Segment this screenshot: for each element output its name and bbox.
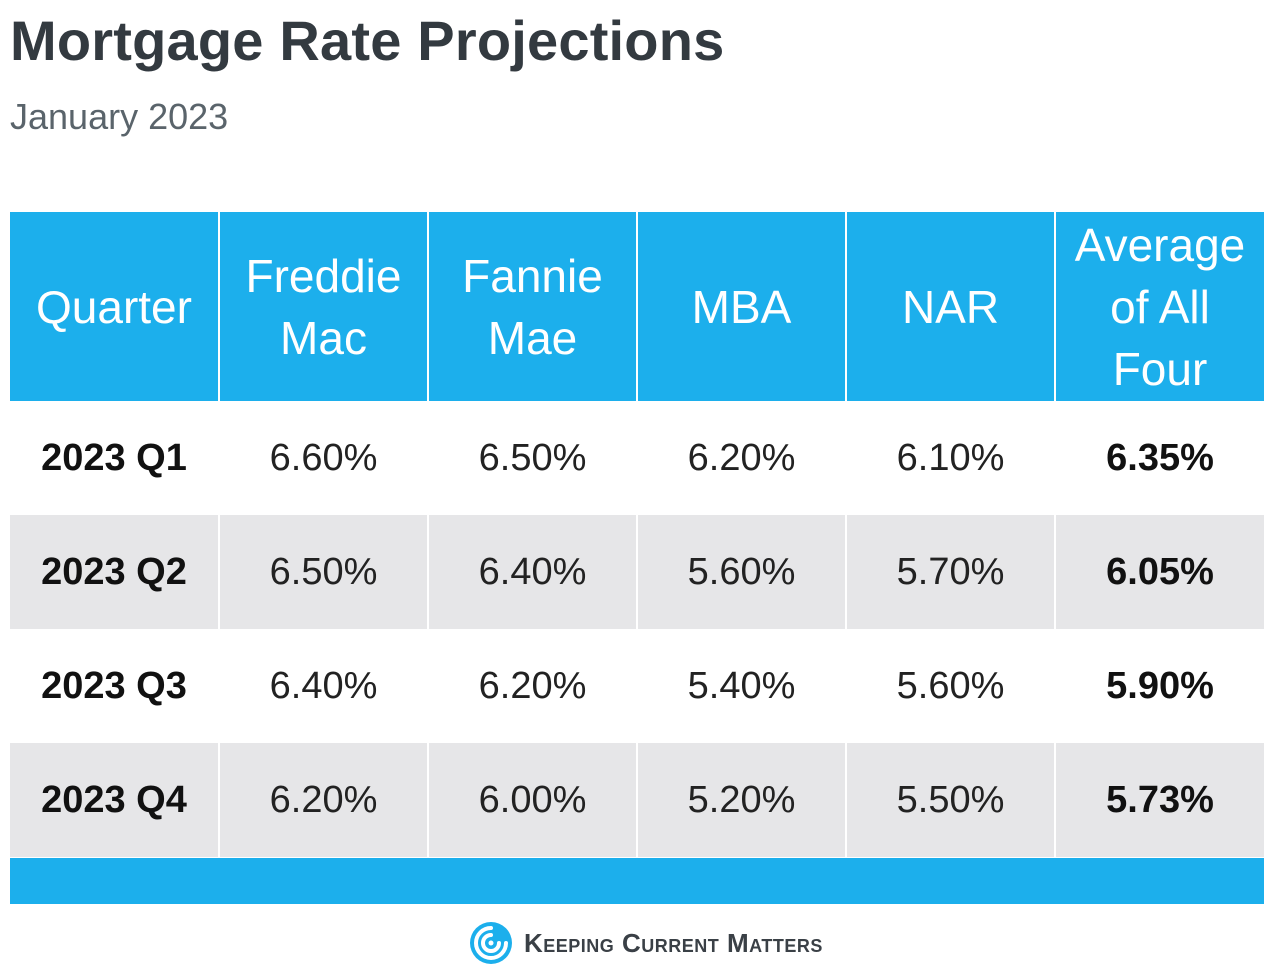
kcm-swirl-icon	[470, 922, 512, 964]
table-row: 2023 Q2 6.50% 6.40% 5.60% 5.70% 6.05%	[10, 515, 1264, 629]
cell-freddie-mac: 6.20%	[219, 743, 429, 857]
header-quarter-line: Quarter	[36, 280, 192, 333]
header-freddie-mac-line-1: Freddie	[245, 249, 402, 302]
cell-fannie-mae: 6.40%	[428, 515, 638, 629]
brand-name: Keeping Current Matters	[524, 927, 823, 958]
header-quarter: Quarter	[10, 212, 220, 401]
page-subtitle: January 2023	[10, 96, 229, 137]
cell-fannie-mae: 6.20%	[428, 629, 638, 743]
header-fannie-mae-line-2: Mae	[487, 311, 578, 364]
cell-average: 5.73%	[1055, 743, 1264, 857]
cell-freddie-mac: 6.50%	[219, 515, 429, 629]
table-row: 2023 Q3 6.40% 6.20% 5.40% 5.60% 5.90%	[10, 629, 1264, 743]
table-header-row: Quarter Freddie Mac Fannie Mae MBA NAR A…	[10, 212, 1264, 401]
header-mba: MBA	[637, 212, 847, 401]
cell-freddie-mac: 6.60%	[219, 401, 429, 515]
cell-average: 6.05%	[1055, 515, 1264, 629]
header-fannie-mae: Fannie Mae	[428, 212, 638, 401]
cell-nar: 6.10%	[846, 401, 1056, 515]
page-title: Mortgage Rate Projections	[10, 9, 725, 72]
cell-average: 6.35%	[1106, 436, 1214, 479]
cell-mba: 5.40%	[637, 629, 847, 743]
rate-projection-table: Quarter Freddie Mac Fannie Mae MBA NAR A…	[10, 212, 1264, 857]
table-row: 2023 Q4 6.20% 6.00% 5.20% 5.50% 5.73%	[10, 743, 1264, 857]
header-freddie-mac: Freddie Mac	[219, 212, 429, 401]
header-average-line-1: Average	[1074, 218, 1246, 271]
footer-accent-bar	[10, 858, 1264, 904]
cell-nar: 5.50%	[846, 743, 1056, 857]
cell-quarter: 2023 Q3	[10, 629, 220, 743]
cell-nar: 5.70%	[846, 515, 1056, 629]
header-nar-line: NAR	[901, 280, 1000, 333]
cell-fannie-mae: 6.00%	[428, 743, 638, 857]
brand-lockup: Keeping Current Matters	[468, 918, 823, 968]
cell-quarter: 2023 Q4	[10, 743, 220, 857]
header-nar: NAR	[846, 212, 1056, 401]
cell-mba: 5.60%	[637, 515, 847, 629]
header-average-line-3: Four	[1112, 342, 1208, 395]
cell-average: 5.90%	[1106, 664, 1214, 707]
cell-nar: 5.60%	[846, 629, 1056, 743]
header-mba-line: MBA	[691, 280, 792, 333]
header-average: Average of All Four	[1055, 212, 1264, 401]
cell-mba: 5.20%	[637, 743, 847, 857]
header-fannie-mae-line-1: Fannie	[462, 249, 603, 302]
cell-quarter: 2023 Q1	[10, 401, 220, 515]
table-row: 2023 Q1 6.60% 6.50% 6.20% 6.10% 6.35%	[10, 401, 1264, 515]
cell-mba: 6.20%	[637, 401, 847, 515]
cell-fannie-mae: 6.50%	[428, 401, 638, 515]
cell-quarter: 2023 Q2	[10, 515, 220, 629]
header-freddie-mac-line-2: Mac	[280, 311, 367, 364]
cell-freddie-mac: 6.40%	[219, 629, 429, 743]
header-average-line-2: of All	[1110, 280, 1210, 333]
